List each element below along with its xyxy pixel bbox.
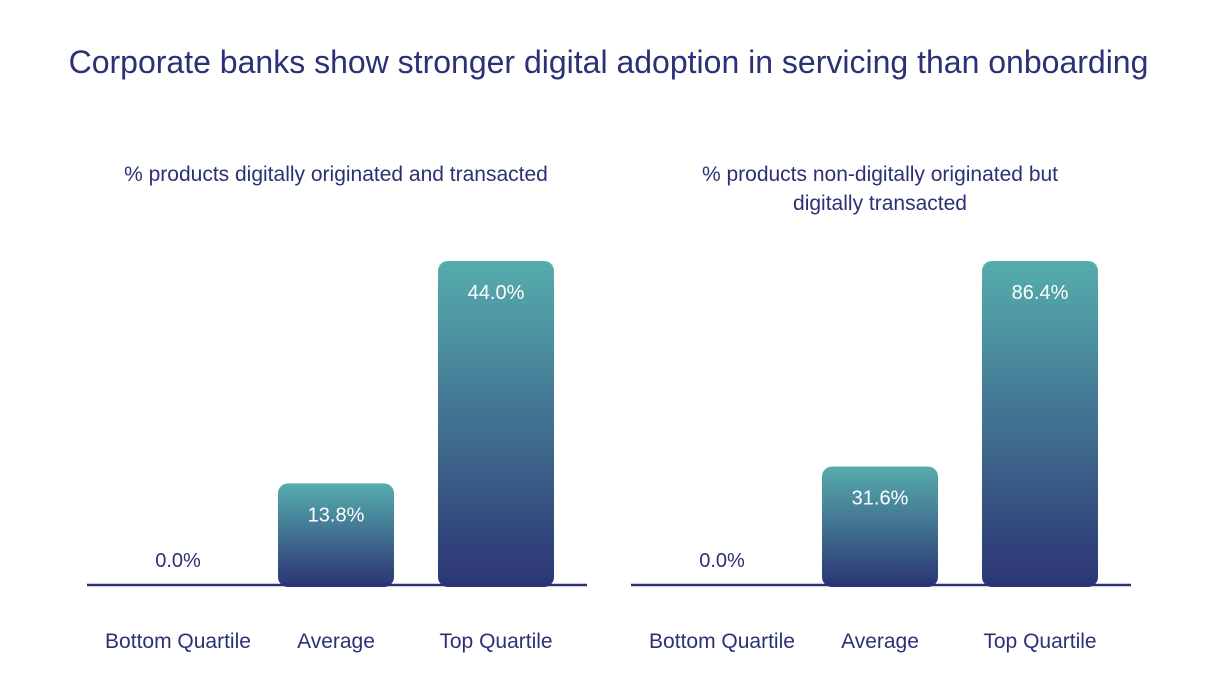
right-chart-subtitle: % products non-digitally originated but … xyxy=(701,163,1059,215)
data-label: 31.6% xyxy=(852,488,909,510)
category-label: Top Quartile xyxy=(983,630,1096,653)
data-label: 0.0% xyxy=(699,550,745,572)
data-label: 13.8% xyxy=(308,504,365,526)
bar: 86.4% xyxy=(982,261,1098,587)
bar: 44.0% xyxy=(438,261,554,587)
bar-rect xyxy=(822,466,938,587)
category-label: Bottom Quartile xyxy=(105,630,251,653)
category-label: Bottom Quartile xyxy=(649,630,795,653)
bar-rect xyxy=(438,261,554,587)
data-label: 44.0% xyxy=(468,282,525,304)
category-label: Top Quartile xyxy=(439,630,552,653)
category-label: Average xyxy=(841,630,919,653)
data-label: 0.0% xyxy=(155,550,201,572)
bar-rect xyxy=(982,261,1098,587)
category-label: Average xyxy=(297,630,375,653)
bar: 31.6% xyxy=(822,466,938,587)
left-chart-subtitle: % products digitally originated and tran… xyxy=(124,163,548,186)
data-label: 86.4% xyxy=(1012,282,1069,304)
bar: 13.8% xyxy=(278,483,394,587)
chart-title: Corporate banks show stronger digital ad… xyxy=(68,44,1149,80)
bar-rect xyxy=(278,483,394,587)
